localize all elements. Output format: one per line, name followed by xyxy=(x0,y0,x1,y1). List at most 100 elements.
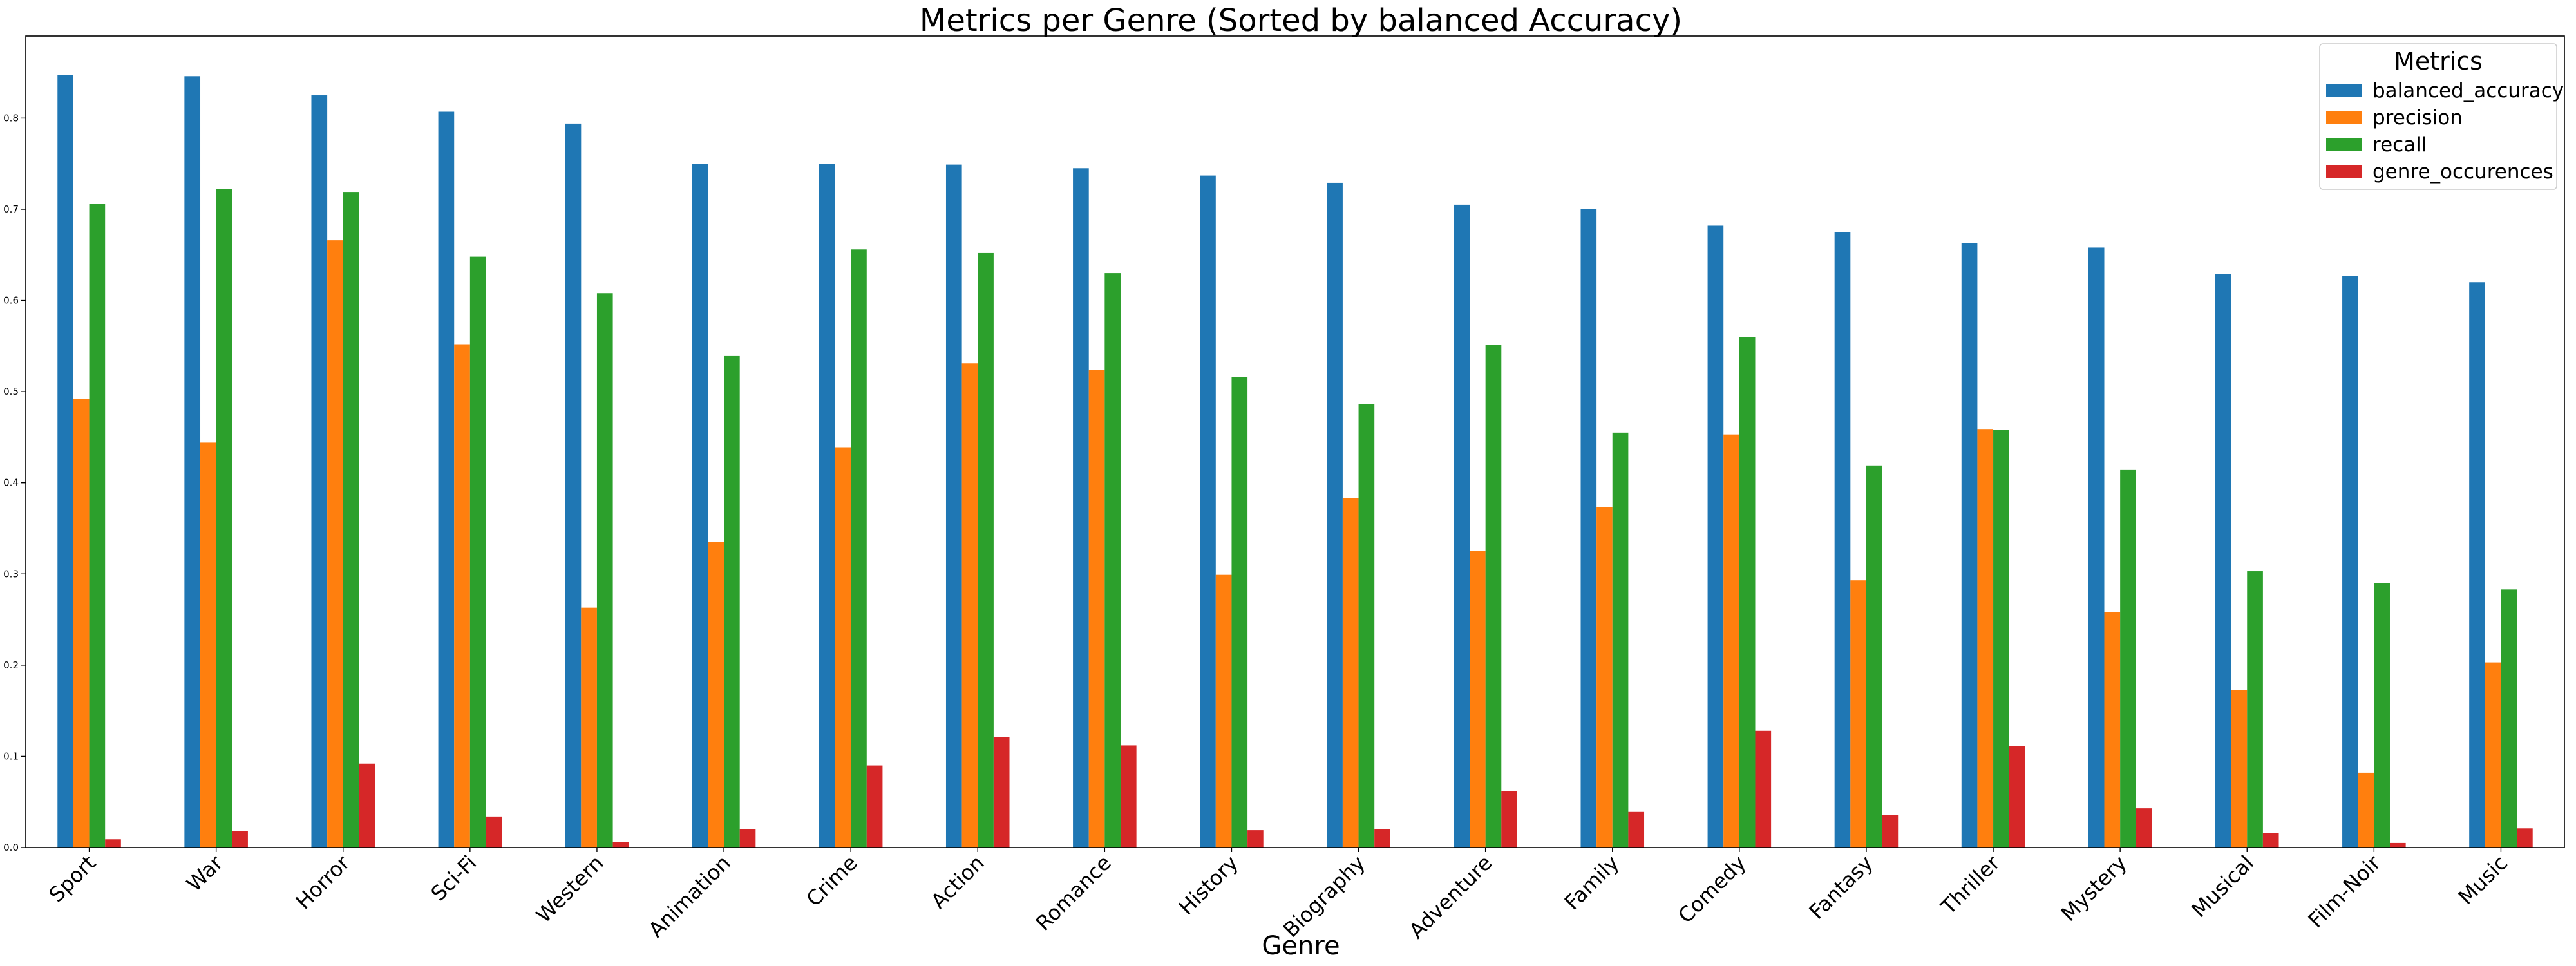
bar-genre_occurences-family xyxy=(1628,811,1645,848)
x-tick-label: Biography xyxy=(1278,851,1370,942)
bar-precision-film-noir xyxy=(2358,772,2374,848)
bar-balanced_accuracy-sci-fi xyxy=(438,111,455,848)
bar-balanced_accuracy-mystery xyxy=(2088,247,2105,848)
y-axis: 0.0 0.1 0.2 0.3 0.4 0.5 0.6 0.7 0.8 xyxy=(3,112,26,853)
bar-genre_occurences-mystery xyxy=(2136,808,2152,848)
bar-recall-sci-fi xyxy=(469,256,486,848)
bar-genre_occurences-crime xyxy=(866,765,883,848)
x-tick-label: Sport xyxy=(44,851,101,907)
bar-balanced_accuracy-animation xyxy=(692,164,708,848)
bar-balanced_accuracy-biography xyxy=(1327,182,1343,848)
series-genre_occurences xyxy=(105,730,2533,848)
bar-recall-horror xyxy=(343,192,359,848)
series-precision xyxy=(73,240,2501,848)
series-recall xyxy=(89,189,2517,848)
legend-item-precision: precision xyxy=(2326,106,2463,129)
bar-recall-crime xyxy=(851,249,867,848)
x-tick-label: Mystery xyxy=(2056,851,2132,926)
x-axis-label: Genre xyxy=(1262,931,1340,961)
y-tick-label: 0.2 xyxy=(3,659,19,671)
legend-item-genre_occurences: genre_occurences xyxy=(2326,160,2553,184)
x-tick-label: Family xyxy=(1560,851,1624,915)
bar-precision-history xyxy=(1215,574,1232,848)
bar-balanced_accuracy-music xyxy=(2469,282,2485,848)
bar-balanced_accuracy-thriller xyxy=(1961,243,1978,848)
plot-frame xyxy=(25,35,2565,848)
bar-precision-romance xyxy=(1088,370,1105,848)
x-axis: Sport War Horror Sci-Fi Western Animation Crim… xyxy=(44,848,2512,943)
bar-genre_occurences-war xyxy=(232,831,248,848)
bar-precision-comedy xyxy=(1723,434,1739,848)
x-tick-label: Fantasy xyxy=(1804,851,1878,924)
x-tick-label: Crime xyxy=(802,851,862,911)
legend-label: balanced_accuracy xyxy=(2372,79,2564,102)
series-balanced_accuracy xyxy=(57,75,2485,848)
bar-precision-animation xyxy=(708,542,724,848)
legend-swatch xyxy=(2326,111,2362,124)
bar-recall-family xyxy=(1612,432,1629,848)
chart-title: Metrics per Genre (Sorted by balanced Ac… xyxy=(920,3,1682,39)
bar-precision-horror xyxy=(327,240,343,848)
x-tick-label: Animation xyxy=(643,851,735,942)
x-tick-label: Adventure xyxy=(1404,851,1497,943)
bar-genre_occurences-thriller xyxy=(2009,746,2025,848)
y-tick-label: 0.7 xyxy=(3,204,19,215)
bar-recall-western xyxy=(596,293,613,848)
bar-recall-music xyxy=(2501,589,2517,848)
x-tick-label: Music xyxy=(2454,851,2512,909)
bar-precision-action xyxy=(961,363,978,848)
bar-recall-mystery xyxy=(2120,469,2136,848)
legend-items: balanced_accuracy precision recall genre_oc… xyxy=(2326,79,2564,184)
bar-precision-adventure xyxy=(1470,551,1486,848)
legend-label: precision xyxy=(2372,106,2463,129)
bar-balanced_accuracy-war xyxy=(184,76,201,848)
y-tick-label: 0.0 xyxy=(3,842,19,853)
bar-balanced_accuracy-horror xyxy=(311,95,328,848)
x-tick-label: History xyxy=(1174,851,1243,920)
legend-swatch xyxy=(2326,138,2362,151)
x-tick-label: War xyxy=(182,850,228,896)
x-tick-label: Comedy xyxy=(1673,851,1750,928)
bar-precision-family xyxy=(1596,507,1613,848)
x-tick-label: Film-Noir xyxy=(2304,850,2386,933)
y-tick-label: 0.1 xyxy=(3,750,19,762)
x-tick-label: Thriller xyxy=(1936,850,2005,920)
x-tick-label: Musical xyxy=(2187,851,2259,922)
legend-label: genre_occurences xyxy=(2372,160,2553,184)
legend: Metrics balanced_accuracy precision recall… xyxy=(2319,43,2564,190)
legend-item-balanced_accuracy: balanced_accuracy xyxy=(2326,79,2564,102)
bar-recall-action xyxy=(978,252,994,848)
bar-recall-musical xyxy=(2247,571,2263,848)
bar-balanced_accuracy-film-noir xyxy=(2342,276,2358,848)
bar-genre_occurences-comedy xyxy=(1755,730,1772,848)
y-tick-label: 0.3 xyxy=(3,568,19,580)
bar-balanced_accuracy-fantasy xyxy=(1834,232,1851,848)
bar-balanced_accuracy-adventure xyxy=(1454,204,1470,848)
bar-genre_occurences-action xyxy=(993,737,1010,848)
x-tick-label: Western xyxy=(531,851,609,928)
bar-precision-fantasy xyxy=(1850,580,1866,848)
x-tick-label: Action xyxy=(926,851,989,914)
legend-item-recall: recall xyxy=(2326,133,2427,156)
bar-balanced_accuracy-romance xyxy=(1073,168,1089,848)
bar-balanced_accuracy-crime xyxy=(819,164,835,848)
x-tick-label: Romance xyxy=(1031,851,1116,936)
bar-precision-biography xyxy=(1342,498,1359,848)
bar-balanced_accuracy-western xyxy=(565,123,582,848)
x-tick-label: Horror xyxy=(291,850,355,914)
bar-recall-thriller xyxy=(1993,430,2009,848)
y-tick-label: 0.8 xyxy=(3,112,19,124)
legend-box xyxy=(2319,43,2557,190)
bar-genre_occurences-romance xyxy=(1120,745,1137,848)
bar-recall-war xyxy=(216,189,232,848)
bar-balanced_accuracy-history xyxy=(1200,175,1216,848)
legend-swatch xyxy=(2326,165,2362,178)
bar-recall-biography xyxy=(1358,404,1375,848)
bar-recall-fantasy xyxy=(1866,465,1882,848)
bar-precision-western xyxy=(581,607,597,848)
bar-genre_occurences-musical xyxy=(2262,833,2279,848)
bar-genre_occurences-biography xyxy=(1374,829,1390,848)
y-tick-label: 0.5 xyxy=(3,386,19,397)
bar-genre_occurences-animation xyxy=(739,829,756,848)
bar-genre_occurences-film-noir xyxy=(2389,842,2406,848)
